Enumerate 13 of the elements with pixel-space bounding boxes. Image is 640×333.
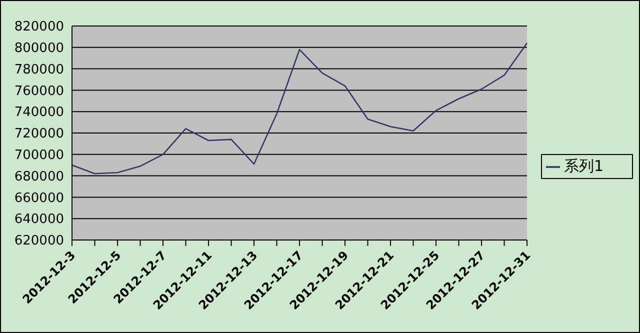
legend-label: 系列1 xyxy=(564,157,604,175)
y-tick-label: 640000 xyxy=(14,212,64,228)
y-tick-label: 820000 xyxy=(14,20,64,35)
y-tick-label: 620000 xyxy=(14,234,64,249)
y-tick-label: 740000 xyxy=(14,105,64,120)
y-tick-label: 760000 xyxy=(14,84,64,99)
y-tick-label: 800000 xyxy=(14,41,64,56)
y-tick-label: 720000 xyxy=(14,126,64,142)
y-tick-label: 780000 xyxy=(14,62,64,78)
y-tick-label: 700000 xyxy=(14,148,64,164)
y-tick-label: 660000 xyxy=(14,190,64,206)
line-series xyxy=(71,42,528,174)
y-tick-label: 680000 xyxy=(14,169,64,184)
